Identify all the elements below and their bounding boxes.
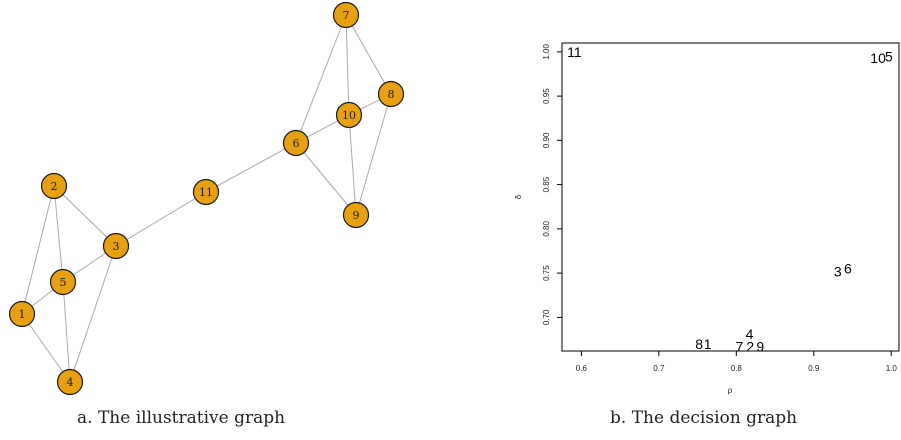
- graph-node-circle: [192, 178, 220, 206]
- graph-node-circle: [342, 201, 370, 229]
- graph-node-circle: [282, 129, 310, 157]
- graph-edge-3-4: [69, 245, 117, 383]
- graph-node-8: 8: [377, 80, 405, 108]
- y-axis-ticks: 0.70 0.75 0.80 0.85 0.90 0.95 1.00: [542, 44, 562, 325]
- graph-node-circle: [335, 101, 363, 129]
- graph-node-10: 10: [335, 101, 363, 129]
- plot-points: 11 10 5 3 6 4 8 1 7 2 9: [567, 44, 893, 355]
- graph-node-circle: [49, 268, 77, 296]
- point-label-1: 1: [704, 336, 712, 352]
- point-label-6: 6: [844, 261, 852, 277]
- illustrative-graph: 1 2 3 4 5 6 7 8 9 10 11: [8, 1, 405, 396]
- graph-node-circle: [102, 232, 130, 260]
- y-tick-label: 0.85: [542, 176, 551, 192]
- graph-node-label: 5: [60, 276, 67, 289]
- decision-graph-plot: 0.6 0.7 0.8 0.9 1.0 0.70 0.75 0.80 0.85 0.90 0.95…: [514, 42, 900, 395]
- graph-node-2: 2: [40, 172, 68, 200]
- graph-node-9: 9: [342, 201, 370, 229]
- graph-node-label: 7: [343, 9, 350, 22]
- caption-illustrative-graph: a. The illustrative graph: [77, 408, 286, 428]
- graph-node-label: 4: [67, 376, 74, 389]
- x-tick-label: 0.6: [576, 364, 588, 373]
- x-tick-label: 0.9: [808, 364, 820, 373]
- graph-edge-7-10: [345, 14, 350, 116]
- graph-node-3: 3: [102, 232, 130, 260]
- y-axis-title: δ: [514, 194, 523, 199]
- graph-edge-2-5: [53, 185, 64, 283]
- graph-edge-1-2: [21, 185, 55, 315]
- graph-node-label: 8: [388, 88, 395, 101]
- graph-edge-6-9: [295, 142, 357, 216]
- caption-decision-graph: b. The decision graph: [610, 408, 798, 428]
- graph-nodes: 1 2 3 4 5 6 7 8 9 10 11: [8, 1, 405, 396]
- y-tick-label: 0.90: [542, 132, 551, 148]
- graph-node-11: 11: [192, 178, 220, 206]
- point-label-2: 2: [746, 339, 754, 355]
- y-tick-label: 0.70: [542, 309, 551, 325]
- x-axis-title: ρ: [728, 386, 733, 395]
- y-tick-label: 1.00: [542, 44, 551, 60]
- graph-node-label: 11: [199, 186, 213, 199]
- graph-edge-1-4: [21, 313, 71, 383]
- graph-node-circle: [40, 172, 68, 200]
- x-tick-label: 1.0: [886, 364, 898, 373]
- point-label-4: 4: [746, 326, 754, 342]
- graph-node-label: 1: [19, 308, 26, 321]
- point-label-10: 10: [870, 50, 886, 66]
- x-tick-label: 0.8: [731, 364, 743, 373]
- point-label-11: 11: [567, 44, 582, 60]
- graph-node-circle: [8, 300, 36, 328]
- point-label-5: 5: [885, 48, 893, 64]
- graph-edge-6-7: [295, 14, 347, 144]
- graph-node-label: 2: [51, 180, 58, 193]
- graph-edge-4-5: [62, 281, 71, 383]
- graph-node-1: 1: [8, 300, 36, 328]
- point-label-3: 3: [834, 263, 842, 279]
- graph-node-circle: [332, 1, 360, 29]
- graph-edge-11-6: [205, 142, 297, 193]
- graph-node-label: 10: [342, 109, 356, 122]
- graph-node-circle: [56, 368, 84, 396]
- graph-node-6: 6: [282, 129, 310, 157]
- y-tick-label: 0.75: [542, 265, 551, 281]
- graph-node-5: 5: [49, 268, 77, 296]
- point-label-9: 9: [756, 339, 764, 355]
- point-label-7: 7: [736, 339, 744, 355]
- graph-edge-10-9: [348, 114, 357, 216]
- y-tick-label: 0.95: [542, 88, 551, 104]
- graph-node-7: 7: [332, 1, 360, 29]
- graph-node-circle: [377, 80, 405, 108]
- graph-node-label: 3: [113, 240, 120, 253]
- graph-node-4: 4: [56, 368, 84, 396]
- x-tick-label: 0.7: [653, 364, 665, 373]
- graph-node-label: 6: [293, 137, 300, 150]
- graph-edge-8-9: [355, 93, 392, 216]
- x-axis-ticks: 0.6 0.7 0.8 0.9 1.0: [576, 351, 898, 373]
- graph-edge-2-3: [53, 185, 117, 247]
- point-label-8: 8: [695, 336, 703, 352]
- graph-edge-7-8: [345, 14, 392, 95]
- y-tick-label: 0.80: [542, 221, 551, 237]
- graph-node-label: 9: [353, 209, 360, 222]
- plot-frame: [561, 42, 900, 352]
- graph-edge-3-11: [115, 191, 207, 247]
